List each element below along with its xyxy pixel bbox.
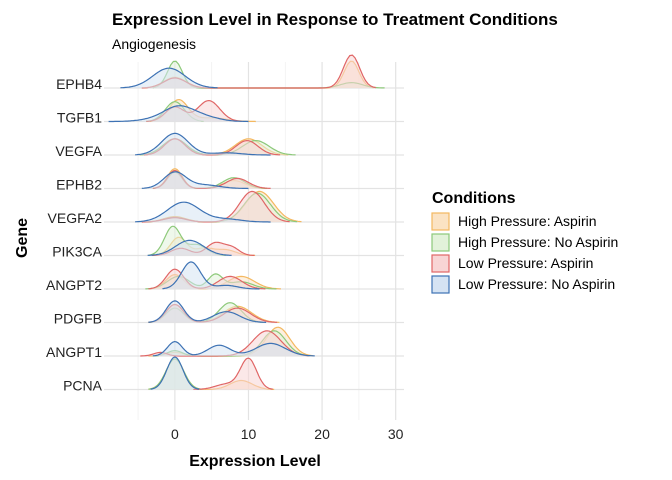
legend-item: Low Pressure: No Aspirin [431, 275, 615, 294]
y-tick-label: TGFB1 [57, 110, 102, 126]
ridge-line [120, 67, 218, 89]
y-tick-label: PDGFB [54, 311, 102, 327]
ridges [108, 54, 385, 390]
ridge-area [141, 171, 249, 189]
legend-label: High Pressure: Aspirin [458, 213, 597, 229]
ridge-line [141, 171, 249, 190]
y-tick-label: VEGFA2 [48, 210, 103, 226]
y-tick-labels: EPHB4 TGFB1 VEGFA EPHB2 VEGFA2 PIK3CA ANGPT2 PD… [46, 76, 103, 394]
chart-title: Expression Level in Response to Treatmen… [112, 10, 558, 29]
legend-item: Low Pressure: Aspirin [431, 254, 593, 273]
ridge-area [141, 191, 290, 222]
y-tick-label: PIK3CA [52, 244, 102, 260]
y-tick-label: ANGPT2 [46, 277, 102, 293]
ridge-line [162, 261, 260, 290]
ridge-area [150, 357, 200, 390]
legend-item: High Pressure: Aspirin [431, 212, 597, 231]
legend-swatch [431, 233, 450, 252]
x-tick-labels: 0 10 20 30 [171, 426, 404, 442]
legend-title: Conditions [432, 190, 516, 207]
chart-subtitle: Angiogenesis [112, 36, 196, 52]
x-axis-title: Expression Level [189, 453, 321, 470]
x-tick-label: 20 [314, 426, 330, 442]
ridge-area [152, 341, 315, 356]
x-tick-label: 30 [388, 426, 404, 442]
ridge-area [147, 240, 232, 256]
y-tick-label: PCNA [63, 378, 103, 394]
legend: Conditions High Pressure: Aspirin High Pr… [431, 190, 618, 294]
ridge-line [193, 357, 273, 390]
ridge-area [120, 68, 218, 88]
legend-item: High Pressure: No Aspirin [431, 233, 618, 252]
legend-swatch [431, 275, 450, 294]
ridge-area [162, 262, 260, 289]
ridge-area [135, 133, 271, 155]
ridge-line [108, 105, 249, 123]
y-axis-title: Gene [14, 218, 31, 258]
legend-label: Low Pressure: Aspirin [458, 255, 593, 271]
ridge-area [193, 358, 273, 390]
x-tick-label: 10 [241, 426, 257, 442]
ridge-line [150, 356, 200, 390]
y-tick-label: EPHB4 [56, 76, 102, 92]
ridge-line [152, 340, 315, 357]
ridge-line [135, 201, 271, 223]
ridge-area [148, 226, 226, 256]
y-tick-label: VEGFA [55, 143, 102, 159]
legend-label: Low Pressure: No Aspirin [458, 276, 615, 292]
legend-swatch [431, 254, 450, 273]
ridge-line [148, 300, 267, 323]
ridge-line [147, 239, 232, 256]
x-tick-label: 0 [171, 426, 179, 442]
legend-label: High Pressure: No Aspirin [458, 234, 618, 250]
ridge-line [135, 132, 271, 156]
legend-swatch [431, 212, 450, 231]
y-tick-label: ANGPT1 [46, 344, 102, 360]
ridge-area [148, 300, 267, 323]
y-tick-label: EPHB2 [56, 177, 102, 193]
